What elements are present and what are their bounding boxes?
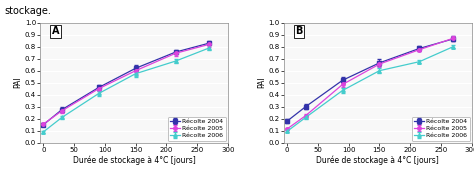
Y-axis label: PAI: PAI xyxy=(13,77,22,88)
Legend: Récolte 2004, Récolte 2005, Récolte 2006: Récolte 2004, Récolte 2005, Récolte 2006 xyxy=(412,117,470,141)
Text: stockage.: stockage. xyxy=(5,6,52,16)
X-axis label: Durée de stockage à 4°C [jours]: Durée de stockage à 4°C [jours] xyxy=(73,156,195,165)
Y-axis label: PAI: PAI xyxy=(257,77,266,88)
Text: A: A xyxy=(52,26,59,36)
X-axis label: Durée de stockage à 4°C [jours]: Durée de stockage à 4°C [jours] xyxy=(317,156,439,165)
Legend: Récolte 2004, Récolte 2005, Récolte 2006: Récolte 2004, Récolte 2005, Récolte 2006 xyxy=(168,117,226,141)
Text: B: B xyxy=(295,26,303,36)
